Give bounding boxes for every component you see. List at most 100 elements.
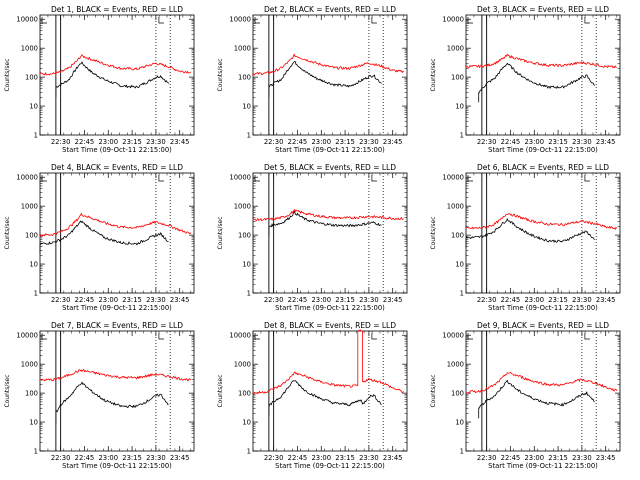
x-axis-label: Start Time (09-Oct-11 22:15:00) bbox=[275, 462, 385, 470]
y-tick-label: 10 bbox=[29, 260, 38, 268]
panel-9: Det 9, BLACK = Events, RED = LLD 1 10 100 10… bbox=[430, 321, 621, 470]
x-tick-label: 22:30 bbox=[51, 138, 71, 146]
series-line-events bbox=[55, 381, 169, 414]
y-tick-label: 1 bbox=[247, 289, 251, 297]
bracket-mark bbox=[254, 333, 260, 340]
series-line-events bbox=[268, 60, 382, 88]
y-tick-label: 100 bbox=[25, 231, 38, 239]
x-tick-label: 23:45 bbox=[170, 454, 190, 462]
bracket-mark bbox=[371, 17, 377, 24]
y-axis-label: Counts/sec bbox=[430, 58, 437, 91]
bracket-mark bbox=[584, 333, 590, 340]
x-tick-label: 22:30 bbox=[51, 296, 71, 304]
y-tick-label: 10 bbox=[242, 260, 251, 268]
x-axis-label: Start Time (09-Oct-11 22:15:00) bbox=[62, 304, 172, 312]
x-tick-label: 23:15 bbox=[335, 296, 355, 304]
x-tick-label: 23:15 bbox=[548, 454, 568, 462]
x-tick-label: 23:45 bbox=[596, 296, 616, 304]
y-tick-label: 10000 bbox=[16, 332, 38, 340]
x-tick-label: 23:30 bbox=[146, 138, 166, 146]
x-tick-label: 23:30 bbox=[572, 454, 592, 462]
x-tick-label: 22:30 bbox=[264, 296, 284, 304]
y-axis-label: Counts/sec bbox=[217, 216, 224, 249]
y-tick-label: 100 bbox=[238, 231, 251, 239]
y-tick-label: 10000 bbox=[229, 174, 251, 182]
bracket-mark bbox=[371, 175, 377, 182]
y-tick-label: 1000 bbox=[447, 360, 464, 368]
x-axis-label: Start Time (09-Oct-11 22:15:00) bbox=[488, 304, 598, 312]
series-line-lld bbox=[465, 372, 618, 394]
bracket-mark bbox=[158, 333, 164, 340]
y-axis-label: Counts/sec bbox=[430, 216, 437, 249]
y-axis-label: Counts/sec bbox=[4, 58, 11, 91]
panel-title: Det 6, BLACK = Events, RED = LLD bbox=[477, 163, 609, 172]
panel-title: Det 3, BLACK = Events, RED = LLD bbox=[477, 5, 609, 14]
x-tick-label: 22:30 bbox=[264, 454, 284, 462]
panel-title: Det 9, BLACK = Events, RED = LLD bbox=[477, 321, 609, 330]
x-tick-label: 22:30 bbox=[477, 296, 497, 304]
y-tick-label: 10000 bbox=[16, 174, 38, 182]
x-tick-label: 22:45 bbox=[288, 296, 308, 304]
x-axis-label: Start Time (09-Oct-11 22:15:00) bbox=[275, 146, 385, 154]
x-tick-label: 23:00 bbox=[311, 138, 331, 146]
series-line-lld bbox=[39, 54, 192, 76]
plot-frame bbox=[252, 330, 408, 452]
y-tick-label: 1000 bbox=[447, 202, 464, 210]
bracket-mark bbox=[158, 17, 164, 24]
y-axis-label: Counts/sec bbox=[217, 58, 224, 91]
x-tick-label: 22:45 bbox=[75, 454, 95, 462]
y-tick-label: 10 bbox=[455, 260, 464, 268]
y-tick-label: 10000 bbox=[229, 16, 251, 24]
x-tick-label: 22:30 bbox=[51, 454, 71, 462]
panel-title: Det 1, BLACK = Events, RED = LLD bbox=[51, 5, 183, 14]
y-tick-label: 10 bbox=[29, 418, 38, 426]
x-tick-label: 22:45 bbox=[288, 454, 308, 462]
x-tick-label: 22:30 bbox=[264, 138, 284, 146]
y-tick-label: 1000 bbox=[234, 44, 251, 52]
panel-2: Det 2, BLACK = Events, RED = LLD 1 10 100 10… bbox=[217, 5, 408, 154]
y-tick-label: 1000 bbox=[234, 202, 251, 210]
series-line-events bbox=[478, 62, 595, 94]
x-axis-label: Start Time (09-Oct-11 22:15:00) bbox=[275, 304, 385, 312]
x-tick-label: 23:15 bbox=[335, 138, 355, 146]
y-tick-label: 1 bbox=[460, 131, 464, 139]
x-tick-label: 23:15 bbox=[122, 138, 142, 146]
y-tick-label: 10000 bbox=[442, 16, 464, 24]
panel-title: Det 5, BLACK = Events, RED = LLD bbox=[264, 163, 396, 172]
series-line-events bbox=[478, 379, 595, 409]
y-axis-label: Counts/sec bbox=[4, 216, 11, 249]
series-line-lld bbox=[252, 329, 404, 395]
y-axis-label: Counts/sec bbox=[4, 374, 11, 407]
x-tick-label: 23:15 bbox=[122, 454, 142, 462]
x-tick-label: 23:00 bbox=[524, 138, 544, 146]
plot-frame bbox=[465, 172, 621, 294]
y-tick-label: 10 bbox=[29, 102, 38, 110]
series-line-events bbox=[55, 61, 169, 89]
x-tick-label: 23:15 bbox=[548, 296, 568, 304]
x-tick-label: 23:15 bbox=[548, 138, 568, 146]
x-tick-label: 23:15 bbox=[122, 296, 142, 304]
panel-3: Det 3, BLACK = Events, RED = LLD 1 10 100 10… bbox=[430, 5, 621, 154]
bracket-mark bbox=[584, 175, 590, 182]
series-line-events bbox=[268, 211, 382, 228]
x-tick-label: 23:30 bbox=[572, 296, 592, 304]
x-axis-label: Start Time (09-Oct-11 22:15:00) bbox=[62, 462, 172, 470]
bracket-mark bbox=[371, 333, 377, 340]
bracket-mark bbox=[41, 175, 47, 182]
panel-7: Det 7, BLACK = Events, RED = LLD 1 10 100 10… bbox=[4, 321, 195, 470]
x-tick-label: 23:30 bbox=[146, 454, 166, 462]
x-tick-label: 23:15 bbox=[335, 454, 355, 462]
series-line-lld bbox=[39, 369, 192, 382]
panel-6: Det 6, BLACK = Events, RED = LLD 1 10 100 10… bbox=[430, 163, 621, 312]
bracket-mark bbox=[584, 17, 590, 24]
bracket-mark bbox=[467, 175, 473, 182]
x-tick-label: 23:00 bbox=[524, 454, 544, 462]
x-tick-label: 22:45 bbox=[288, 138, 308, 146]
y-tick-label: 1 bbox=[247, 131, 251, 139]
y-tick-label: 10000 bbox=[16, 16, 38, 24]
x-tick-label: 22:45 bbox=[75, 296, 95, 304]
x-tick-label: 23:45 bbox=[383, 138, 403, 146]
series-line-lld bbox=[252, 53, 405, 76]
y-tick-label: 1 bbox=[34, 447, 38, 455]
